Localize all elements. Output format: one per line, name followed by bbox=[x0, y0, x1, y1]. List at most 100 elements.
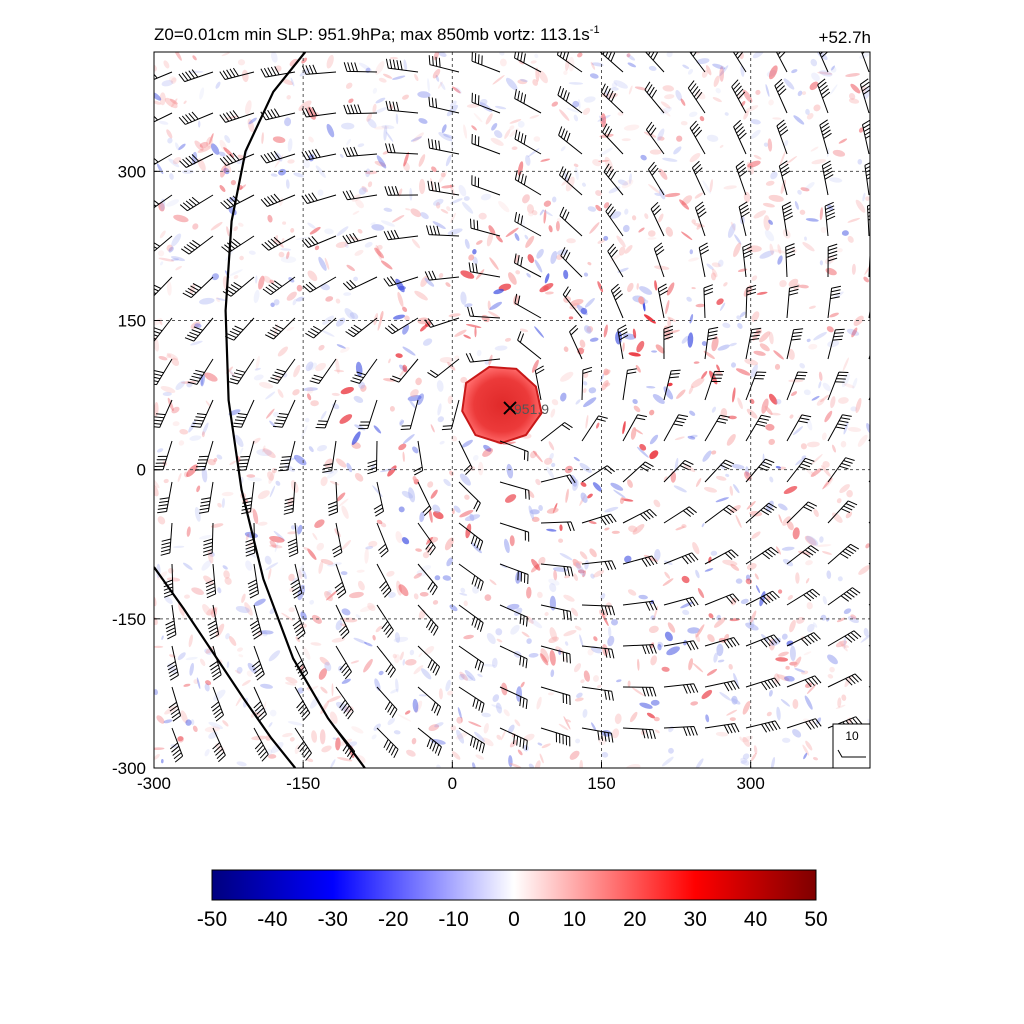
vorticity-speckle bbox=[848, 98, 860, 104]
wind-barb bbox=[154, 276, 173, 297]
wind-barb bbox=[301, 235, 337, 248]
wind-barb bbox=[514, 253, 542, 278]
vorticity-speckle bbox=[220, 165, 227, 178]
vorticity-speckle bbox=[158, 120, 169, 125]
vorticity-speckle bbox=[583, 388, 587, 394]
vorticity-speckle bbox=[810, 146, 819, 152]
wind-barbs bbox=[154, 52, 870, 763]
vorticity-speckle bbox=[695, 624, 705, 638]
vorticity-speckle bbox=[835, 640, 848, 648]
vorticity-speckle bbox=[172, 156, 182, 165]
vorticity-speckle bbox=[789, 619, 796, 633]
vorticity-speckle bbox=[438, 52, 447, 57]
vorticity-speckle bbox=[297, 687, 304, 694]
vorticity-speckle bbox=[447, 690, 454, 696]
vorticity-speckle bbox=[742, 89, 753, 103]
vorticity-speckle bbox=[447, 228, 463, 236]
vorticity-speckle bbox=[540, 648, 550, 663]
vorticity-speckle bbox=[416, 393, 424, 406]
vorticity-speckle bbox=[624, 555, 632, 563]
wind-barb bbox=[827, 457, 855, 483]
vorticity-speckle bbox=[519, 328, 529, 333]
vorticity-speckle bbox=[194, 507, 201, 522]
wind-barb bbox=[704, 414, 730, 442]
wind-barb bbox=[540, 727, 571, 747]
wind-barb bbox=[294, 686, 311, 721]
vorticity-speckle bbox=[171, 256, 185, 262]
wind-barb bbox=[219, 67, 255, 80]
colorbar-tick-label: 0 bbox=[508, 908, 520, 931]
vorticity-speckle bbox=[588, 387, 597, 394]
wind-barb bbox=[262, 276, 296, 296]
vorticity-speckle bbox=[284, 117, 292, 127]
vorticity-speckle bbox=[367, 118, 377, 129]
vorticity-speckle bbox=[204, 683, 210, 692]
vorticity-speckle bbox=[680, 601, 694, 609]
vorticity-speckle bbox=[269, 544, 283, 549]
vorticity-speckle bbox=[464, 514, 481, 521]
wind-barb bbox=[559, 206, 583, 237]
wind-barb bbox=[827, 285, 842, 319]
vorticity-speckle bbox=[709, 179, 713, 193]
vorticity-speckle bbox=[376, 244, 383, 250]
vorticity-speckle bbox=[454, 355, 460, 361]
vorticity-speckle bbox=[364, 642, 373, 647]
vorticity-speckle bbox=[648, 65, 657, 71]
vorticity-speckle bbox=[402, 94, 409, 100]
vorticity-speckle bbox=[318, 560, 324, 574]
wind-barb bbox=[745, 720, 781, 733]
vorticity-speckle bbox=[660, 106, 672, 115]
vorticity-speckle bbox=[267, 471, 274, 481]
vorticity-speckle bbox=[395, 531, 403, 544]
vorticity-speckle bbox=[784, 675, 795, 682]
vorticity-speckle bbox=[490, 137, 504, 146]
vorticity-speckle bbox=[632, 523, 645, 535]
vorticity-speckle bbox=[546, 507, 559, 514]
colorbar-gradient bbox=[211, 869, 817, 901]
vorticity-speckle bbox=[160, 386, 176, 393]
y-tick-label: -150 bbox=[112, 610, 146, 629]
vorticity-speckle bbox=[582, 708, 588, 718]
wind-barb bbox=[458, 563, 484, 591]
vorticity-speckle bbox=[588, 520, 597, 525]
vorticity-speckle bbox=[750, 129, 761, 139]
wind-barb bbox=[385, 100, 419, 114]
vorticity-speckle bbox=[515, 270, 521, 275]
vorticity-speckle bbox=[438, 273, 444, 278]
vorticity-speckle bbox=[603, 324, 608, 338]
vorticity-speckle bbox=[217, 502, 222, 508]
vorticity-speckle bbox=[697, 587, 705, 599]
wind-barb bbox=[278, 440, 296, 472]
coastline bbox=[154, 566, 297, 768]
vorticity-speckle bbox=[765, 423, 775, 431]
vorticity-speckle bbox=[315, 362, 326, 372]
vorticity-speckle bbox=[811, 159, 827, 165]
vorticity-speckle bbox=[465, 523, 472, 539]
vorticity-speckle bbox=[326, 469, 339, 479]
vorticity-speckle bbox=[354, 249, 364, 256]
vorticity-speckle bbox=[739, 736, 743, 741]
vorticity-speckle bbox=[290, 228, 295, 233]
vorticity-speckle bbox=[202, 422, 209, 436]
vorticity-speckle bbox=[205, 680, 212, 686]
vorticity-speckle bbox=[563, 70, 568, 75]
vorticity-speckle bbox=[351, 431, 361, 445]
vorticity-speckle bbox=[736, 315, 742, 320]
vorticity-speckle bbox=[353, 276, 358, 282]
vorticity-speckle bbox=[523, 744, 529, 752]
vorticity-speckle bbox=[701, 69, 708, 78]
vorticity-speckle bbox=[776, 546, 781, 555]
wind-barb bbox=[540, 686, 571, 706]
wind-barb bbox=[376, 563, 392, 598]
wind-barb bbox=[219, 110, 255, 123]
wind-barb bbox=[427, 138, 460, 155]
vorticity-speckle bbox=[658, 106, 671, 117]
vorticity-speckle bbox=[387, 717, 396, 726]
wind-barb bbox=[663, 459, 694, 483]
vorticity-speckle bbox=[459, 673, 473, 681]
vorticity-speckle bbox=[549, 650, 556, 666]
wind-barb bbox=[868, 308, 870, 319]
wind-barb bbox=[569, 324, 583, 360]
vorticity-speckle bbox=[517, 161, 524, 176]
vorticity-speckle bbox=[559, 553, 573, 561]
